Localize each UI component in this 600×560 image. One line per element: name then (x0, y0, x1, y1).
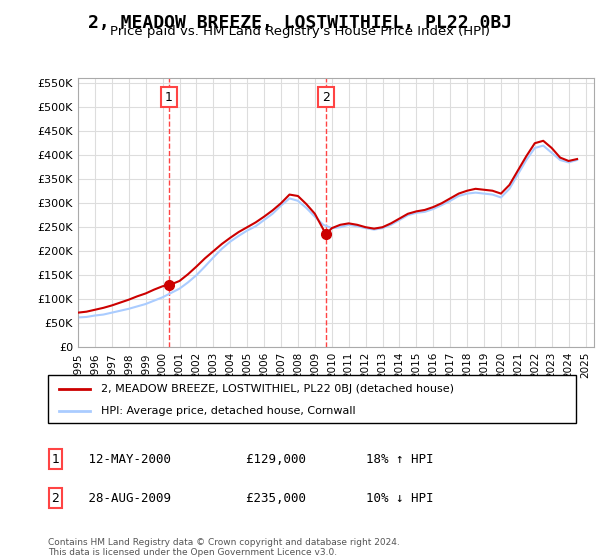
FancyBboxPatch shape (49, 488, 62, 508)
Text: 12-MAY-2000          £129,000        18% ↑ HPI: 12-MAY-2000 £129,000 18% ↑ HPI (66, 452, 433, 466)
Text: Price paid vs. HM Land Registry's House Price Index (HPI): Price paid vs. HM Land Registry's House … (110, 25, 490, 38)
Text: 28-AUG-2009          £235,000        10% ↓ HPI: 28-AUG-2009 £235,000 10% ↓ HPI (66, 492, 433, 505)
Text: HPI: Average price, detached house, Cornwall: HPI: Average price, detached house, Corn… (101, 406, 355, 416)
Text: 1: 1 (52, 452, 59, 466)
FancyBboxPatch shape (48, 375, 576, 423)
Text: 2, MEADOW BREEZE, LOSTWITHIEL, PL22 0BJ (detached house): 2, MEADOW BREEZE, LOSTWITHIEL, PL22 0BJ … (101, 384, 454, 394)
Text: Contains HM Land Registry data © Crown copyright and database right 2024.
This d: Contains HM Land Registry data © Crown c… (48, 538, 400, 557)
FancyBboxPatch shape (49, 449, 62, 469)
Text: 2, MEADOW BREEZE, LOSTWITHIEL, PL22 0BJ: 2, MEADOW BREEZE, LOSTWITHIEL, PL22 0BJ (88, 14, 512, 32)
Text: 2: 2 (322, 91, 330, 104)
Text: 2: 2 (52, 492, 59, 505)
Text: 1: 1 (165, 91, 173, 104)
